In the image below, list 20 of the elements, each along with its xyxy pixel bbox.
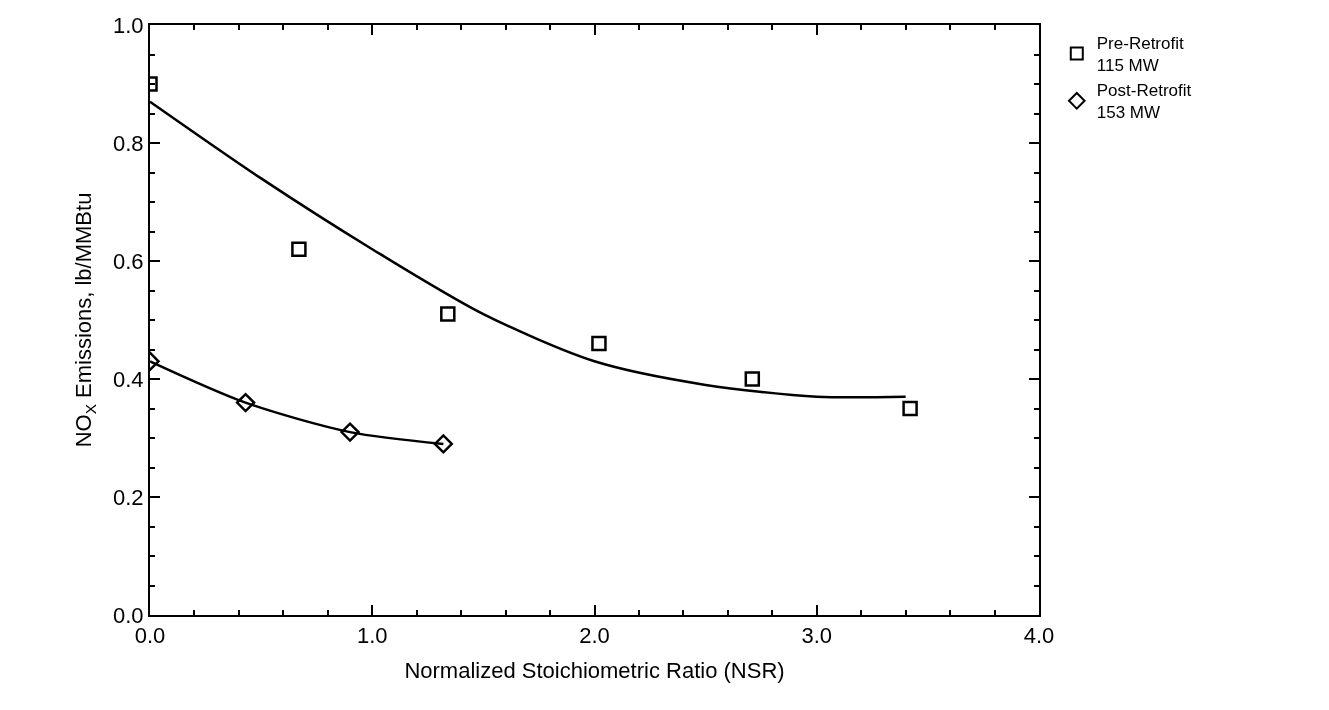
y-tick-label: 0.8 (113, 130, 144, 156)
legend-label: Pre-Retrofit 115 MW (1096, 34, 1184, 76)
y-tick-label: 0.2 (113, 484, 144, 510)
point (744, 371, 761, 387)
point (902, 400, 918, 417)
point (440, 306, 456, 322)
point (340, 422, 360, 442)
y-tick-label: 0.6 (113, 248, 144, 274)
x-tick-label: 3.0 (801, 623, 833, 649)
point (591, 335, 607, 352)
x-tick-label: 2.0 (579, 623, 610, 649)
x-tick-label: 1.0 (356, 623, 388, 649)
point (235, 392, 256, 413)
y-tick-label: 0.4 (113, 366, 144, 392)
point (291, 241, 307, 257)
legend-label: Post-Retrofit 153 MW (1096, 81, 1192, 123)
point (433, 434, 454, 454)
x-axis-title: Normalized Stoichiometric Ratio (NSR) (404, 657, 785, 683)
x-tick-label: 4.0 (1023, 623, 1055, 649)
y-tick-label: 1.0 (113, 12, 144, 38)
